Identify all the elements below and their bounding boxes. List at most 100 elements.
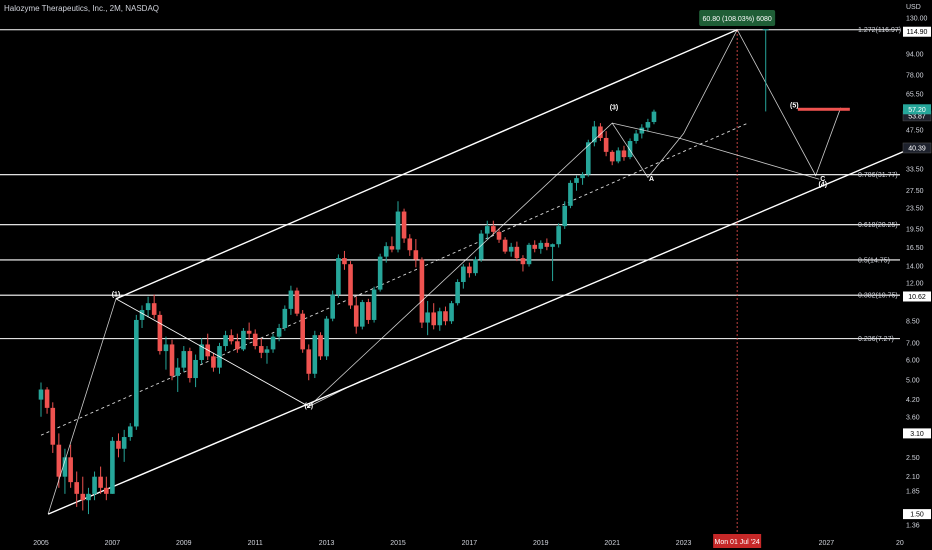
time-tick-label: 2027 — [819, 540, 835, 547]
wave-label: C — [820, 176, 825, 183]
fib-label: 0.618(20.25) — [858, 222, 898, 229]
candle-body — [520, 258, 526, 265]
time-tick-label: 2017 — [462, 540, 478, 547]
candle-body — [431, 312, 436, 326]
time-tick-label: 2009 — [176, 540, 192, 547]
price-tick-label: 7.00 — [906, 340, 920, 347]
candle-body — [258, 346, 264, 353]
price-badge — [903, 509, 931, 520]
price-tick-label: 12.00 — [906, 280, 924, 287]
candle-body — [68, 457, 73, 483]
candle-body — [455, 281, 460, 304]
price-tick-label: 3.60 — [906, 414, 920, 421]
impulse-wave-path — [47, 28, 842, 515]
candle-body — [324, 318, 329, 357]
fib-label: 0.236(7.27) — [858, 336, 894, 343]
candle-body — [80, 493, 86, 501]
candle-body — [104, 487, 109, 494]
candle-body — [526, 244, 532, 265]
candle-body — [401, 211, 407, 239]
candle-body — [645, 122, 651, 128]
candle-body — [74, 482, 79, 494]
candle-body — [92, 476, 97, 494]
target-marker — [797, 107, 850, 111]
candle-body — [425, 312, 430, 323]
candle-body — [574, 178, 579, 183]
price-tick-label: 2.10 — [906, 474, 920, 481]
candle-body — [134, 319, 139, 427]
candle-body — [300, 313, 305, 350]
fib-label: 1.272(116.97) — [858, 27, 901, 34]
candle-body — [627, 141, 633, 158]
time-tick-label: 2023 — [676, 540, 692, 547]
candle-body — [187, 351, 193, 379]
candle-body — [181, 351, 187, 368]
wave-label: (5) — [790, 103, 799, 110]
channel-lines — [40, 29, 913, 533]
price-badge-text: 53.87 — [908, 113, 926, 120]
candle-body — [377, 256, 383, 290]
candle-body — [592, 126, 597, 143]
fib-levels: 1.272(116.97) 0.786(31.77) 0.618(20.25) 0.5… — [0, 27, 901, 343]
wave-label: (2) — [304, 403, 313, 410]
date-badge-text: Mon 01 Jul '24 — [714, 539, 759, 546]
candle-body — [556, 226, 561, 245]
wave-label: (1) — [112, 292, 121, 299]
candle-body — [366, 302, 371, 320]
wave-label: A — [649, 176, 654, 183]
time-tick-label: 2013 — [319, 540, 335, 547]
price-tick-label: 2.50 — [906, 455, 920, 462]
candle-body — [443, 311, 448, 322]
candle-body — [491, 226, 496, 232]
candle-body — [175, 367, 181, 376]
candle-body — [276, 327, 282, 337]
price-tick-label: 6.00 — [906, 357, 920, 364]
candle-body — [609, 151, 615, 162]
candle-body — [139, 310, 145, 320]
candle-body — [389, 246, 395, 250]
candle-body — [169, 344, 175, 376]
price-badge — [903, 291, 931, 302]
candle-body — [502, 239, 508, 252]
candle-body — [294, 290, 300, 314]
candle-body — [633, 133, 639, 142]
candle-body — [98, 476, 103, 488]
wave-2-path — [115, 298, 363, 407]
candle-body — [44, 389, 50, 408]
candle-body — [312, 335, 318, 374]
candle-body — [145, 303, 151, 311]
candle-body — [336, 258, 341, 295]
corrective-wave-path — [612, 122, 820, 180]
candle-body — [211, 356, 216, 368]
candle-body — [360, 302, 365, 327]
price-tick-label: 1.36 — [906, 523, 920, 530]
candle-body — [193, 359, 198, 379]
candle-body — [371, 289, 377, 320]
candle-body — [550, 244, 555, 247]
time-tick-label: 2007 — [105, 540, 121, 547]
candle-body — [62, 457, 68, 477]
time-tick-label: 2019 — [533, 540, 549, 547]
time-tick-label: 2005 — [33, 540, 49, 547]
time-tick-label: 2021 — [604, 540, 620, 547]
candle-body — [56, 444, 62, 477]
candle-body — [318, 335, 323, 357]
fib-label: 0.5(14.75) — [858, 257, 890, 264]
candle-body — [157, 314, 163, 352]
candle-body — [461, 266, 466, 282]
price-tick-label: 1.85 — [906, 488, 920, 495]
price-tick-label: 33.50 — [906, 166, 924, 173]
price-badge — [902, 142, 932, 154]
candle-body — [496, 231, 502, 240]
candle-body — [110, 440, 115, 494]
fib-label: 0.382(10.75) — [858, 293, 898, 300]
price-tick-label: 23.50 — [906, 206, 924, 213]
wave-label: (3) — [610, 105, 619, 112]
price-tick-label: 4.20 — [906, 397, 920, 404]
price-badge — [903, 26, 931, 37]
candle-body — [235, 341, 240, 350]
current-price-badge-text: 57.20 — [908, 107, 926, 114]
candle-body — [621, 150, 627, 158]
candles — [38, 109, 657, 515]
